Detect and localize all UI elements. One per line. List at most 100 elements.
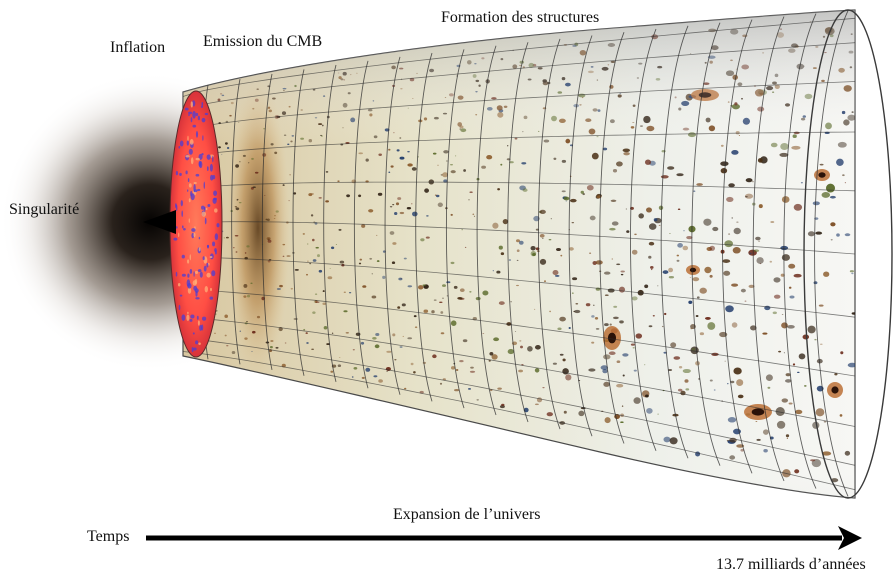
cmb-spot xyxy=(205,207,208,211)
cmb-spot xyxy=(201,211,206,217)
cmb-spot xyxy=(190,193,195,201)
cmb-fluctuations xyxy=(173,100,220,353)
cmb-spot xyxy=(201,205,205,210)
cmb-spot xyxy=(199,271,203,278)
cmb-spot xyxy=(186,314,190,321)
cmb-spot xyxy=(201,101,204,107)
cmb-spot xyxy=(181,254,185,259)
cmb-spot xyxy=(190,117,193,123)
cmb-spot xyxy=(209,255,213,259)
cmb-spot xyxy=(213,190,218,196)
cmb-spot xyxy=(206,262,209,268)
cmb-spot xyxy=(204,217,207,225)
cmb-spot xyxy=(197,269,202,273)
grid-longitude xyxy=(183,181,855,192)
grid-ring xyxy=(599,32,625,444)
cmb-spot xyxy=(195,131,199,138)
cmb-spot xyxy=(195,173,200,177)
grid-longitude xyxy=(183,257,855,318)
cmb-spot xyxy=(195,157,200,161)
cmb-spot xyxy=(194,270,199,274)
label-structure-formation: Formation des structures xyxy=(441,9,600,26)
cmb-spot xyxy=(203,265,207,272)
cmb-spot xyxy=(203,181,206,189)
cmb-spot xyxy=(181,225,184,229)
cmb-spot xyxy=(195,340,199,345)
cmb-spot xyxy=(192,280,197,286)
arrow-right-icon xyxy=(838,526,862,550)
cmb-spot xyxy=(189,268,193,274)
cmb-spot xyxy=(202,316,207,321)
cmb-spot xyxy=(192,332,195,335)
grid-longitude xyxy=(183,289,855,377)
cmb-spot xyxy=(179,172,182,176)
grid-ring xyxy=(445,49,465,409)
grid-longitude xyxy=(183,42,855,111)
cmb-spot xyxy=(198,153,203,160)
cmb-spot xyxy=(198,247,201,252)
cmb-spot xyxy=(187,135,189,142)
label-singularity: Singularité xyxy=(9,201,80,218)
grid-longitude xyxy=(183,81,855,132)
cmb-spot xyxy=(179,140,184,147)
grid-ring xyxy=(538,38,561,430)
cmb-spot xyxy=(178,304,181,311)
grid-longitude xyxy=(183,316,855,427)
cmb-spot xyxy=(175,271,178,277)
cmb-spot xyxy=(188,113,190,117)
cmb-spot xyxy=(204,286,208,293)
cmb-spot xyxy=(200,105,204,108)
cmb-spot xyxy=(175,226,178,229)
grid-longitude xyxy=(183,17,855,97)
cmb-spot xyxy=(195,112,199,117)
grid-longitude xyxy=(183,337,855,466)
grid-ring xyxy=(630,28,657,451)
cmb-spot xyxy=(187,287,192,294)
tube-near-rim xyxy=(803,9,893,499)
cmb-spot xyxy=(191,232,195,239)
cmb-spot xyxy=(186,140,189,146)
cmb-spot xyxy=(197,320,200,326)
cmb-spot xyxy=(214,250,217,255)
cmb-spot xyxy=(185,170,188,175)
cmb-spot xyxy=(175,203,177,208)
cmb-spot xyxy=(196,315,199,320)
cmb-spot xyxy=(198,236,201,240)
cmb-spot xyxy=(201,324,204,331)
cmb-spot xyxy=(198,342,201,346)
cmb-spot xyxy=(193,232,196,238)
cmb-spot xyxy=(213,197,217,201)
grid-longitude xyxy=(183,351,855,491)
grid-ring xyxy=(568,35,593,437)
grid-ring xyxy=(415,52,433,402)
cmb-spot xyxy=(188,111,193,115)
cmb-spot xyxy=(192,110,196,119)
cmb-spot xyxy=(185,155,190,158)
cmb-spot xyxy=(191,228,196,232)
cmb-spot xyxy=(189,318,193,322)
cmb-spot xyxy=(191,347,194,353)
cmb-spot xyxy=(209,296,214,300)
cmb-spot xyxy=(183,228,186,231)
cmb-spot xyxy=(193,271,195,277)
cmb-spot xyxy=(180,200,183,207)
grid-ring xyxy=(722,19,753,474)
cmb-spot xyxy=(187,283,192,289)
cmb-spot xyxy=(204,206,206,213)
cmb-spot xyxy=(188,183,192,188)
cmb-spot xyxy=(178,232,180,238)
cmb-spot xyxy=(212,241,216,247)
cmb-spot xyxy=(204,112,209,116)
cmb-spot xyxy=(189,254,191,261)
grid-ring xyxy=(783,13,817,489)
grid-ring xyxy=(384,56,401,395)
cmb-spot xyxy=(187,273,190,278)
cmb-spot xyxy=(216,223,220,228)
cmb-spot xyxy=(202,135,204,141)
label-time: Temps xyxy=(87,528,130,545)
cmb-spot xyxy=(209,163,213,172)
cmb-spot xyxy=(206,272,211,278)
label-expansion: Expansion de l’univers xyxy=(393,506,541,523)
